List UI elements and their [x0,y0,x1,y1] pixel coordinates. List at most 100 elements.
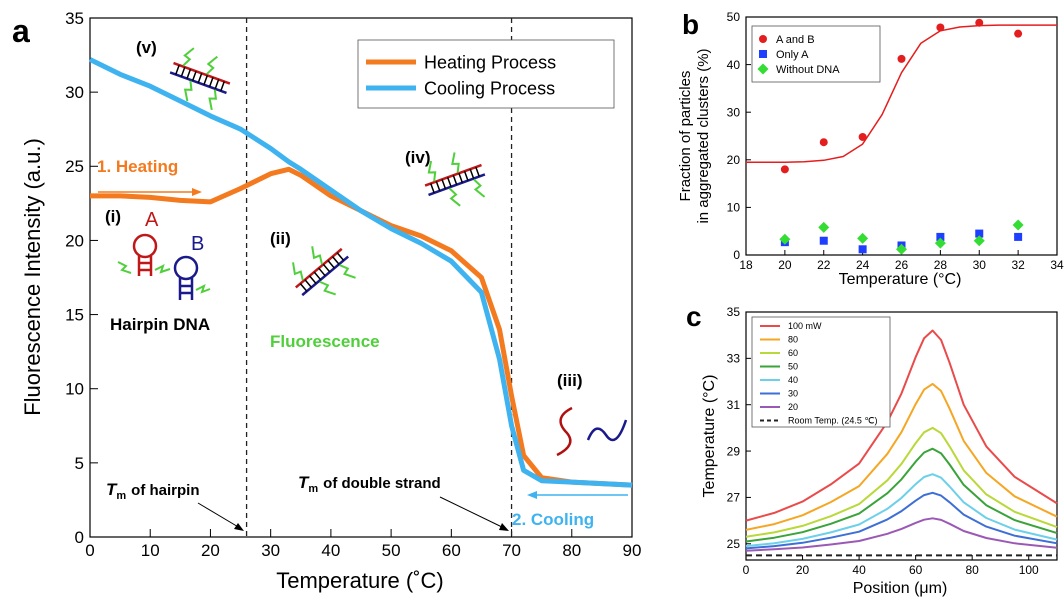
arrow [197,502,241,529]
marker [779,233,791,245]
x-tick-label: 24 [856,258,870,272]
tm-text: of hairpin [131,482,199,499]
y-axis-label: in aggregated clusters (%) [695,48,712,223]
series-line [745,491,1058,550]
rung [441,179,447,190]
glow [208,89,218,111]
x-tick-label: 34 [1050,258,1064,272]
x-axis-label: Temperature (˚C) [276,568,443,593]
glow [473,178,486,198]
annotation: 2. Cooling [512,510,594,529]
rung [180,66,186,77]
marker [819,138,828,147]
legend-label: 30 [788,389,798,399]
arrowhead [499,523,509,531]
rung [469,168,475,179]
annotation: B [191,233,204,255]
marker [896,243,907,255]
plot-frame [745,311,1058,561]
y-tick-label: 25 [727,537,741,551]
glow [206,55,218,75]
marker [818,221,830,233]
marker [1014,29,1023,38]
series-line [746,24,1057,163]
annotation: Fluorescence [270,332,380,351]
tm-symbol: T [298,473,310,492]
marker [759,50,767,58]
annotation: (i) [105,207,121,226]
y-tick-label: 29 [727,444,741,458]
x-axis-label: Temperature (°C) [839,271,962,288]
duplex [424,152,486,207]
x-tick-label: 26 [895,258,909,272]
y-tick-label: 0 [733,248,740,262]
marker [819,236,828,245]
marker [975,18,984,27]
legend-label: 100 mW [788,321,822,331]
y-tick-label: 20 [727,153,741,167]
rung [318,267,326,277]
series-line [745,517,1058,552]
glow [183,80,193,102]
rung [203,75,209,86]
series-line [745,382,1058,531]
x-tick-label: 100 [1019,563,1039,577]
x-tick-label: 10 [141,541,160,560]
strand-icon [556,406,573,457]
glow [339,264,356,279]
rung [327,259,335,269]
legend-label: 50 [788,362,798,372]
glow [311,246,323,265]
marker [858,132,867,141]
glow [427,160,437,182]
marker [936,232,945,241]
x-tick-label: 22 [817,258,831,272]
marker [1014,232,1023,241]
rung [446,177,452,188]
x-tick-label: 70 [502,541,521,560]
legend-label: 20 [788,402,798,412]
strand-icon [586,419,628,442]
annotation: (v) [136,38,157,57]
rung [458,172,464,183]
y-tick-label: 25 [65,157,84,176]
x-tick-label: 0 [85,541,94,560]
y-tick-label: 50 [727,10,741,24]
y-axis-label: Temperature (°C) [701,375,718,498]
y-tick-label: 0 [75,528,84,547]
legend-label: A and B [776,34,815,46]
y-tick-label: 31 [727,398,741,412]
x-tick-label: 60 [442,541,461,560]
marker [934,237,946,249]
legend-label: Without DNA [776,64,840,76]
series-line [745,447,1058,543]
y-tick-label: 10 [727,201,741,215]
rung [336,252,345,261]
arrowhead [527,491,537,499]
x-tick-label: 30 [973,258,987,272]
legend-label: Room Temp. (24.5 ℃) [788,416,877,426]
rung [452,175,458,185]
legend-label: 60 [788,348,798,358]
y-tick-label: 35 [65,9,84,28]
y-tick-label: 30 [65,83,84,102]
marker [857,232,869,244]
y-axis-label: Fluorescence Intensity (a.u.) [20,138,45,416]
rung [197,73,203,83]
rung [463,170,469,181]
legend-label: Cooling Process [424,78,555,98]
x-tick-label: 50 [382,541,401,560]
legend-label: Only A [776,49,809,61]
rung [435,181,441,192]
x-tick-label: 60 [909,563,923,577]
x-tick-label: 40 [852,563,866,577]
x-tick-label: 20 [201,541,220,560]
glow [451,152,460,173]
annotation: (iv) [405,148,431,167]
series-line [88,57,633,488]
rung [186,68,192,79]
rung [322,263,331,273]
arrow [439,496,505,529]
rung [309,275,317,285]
